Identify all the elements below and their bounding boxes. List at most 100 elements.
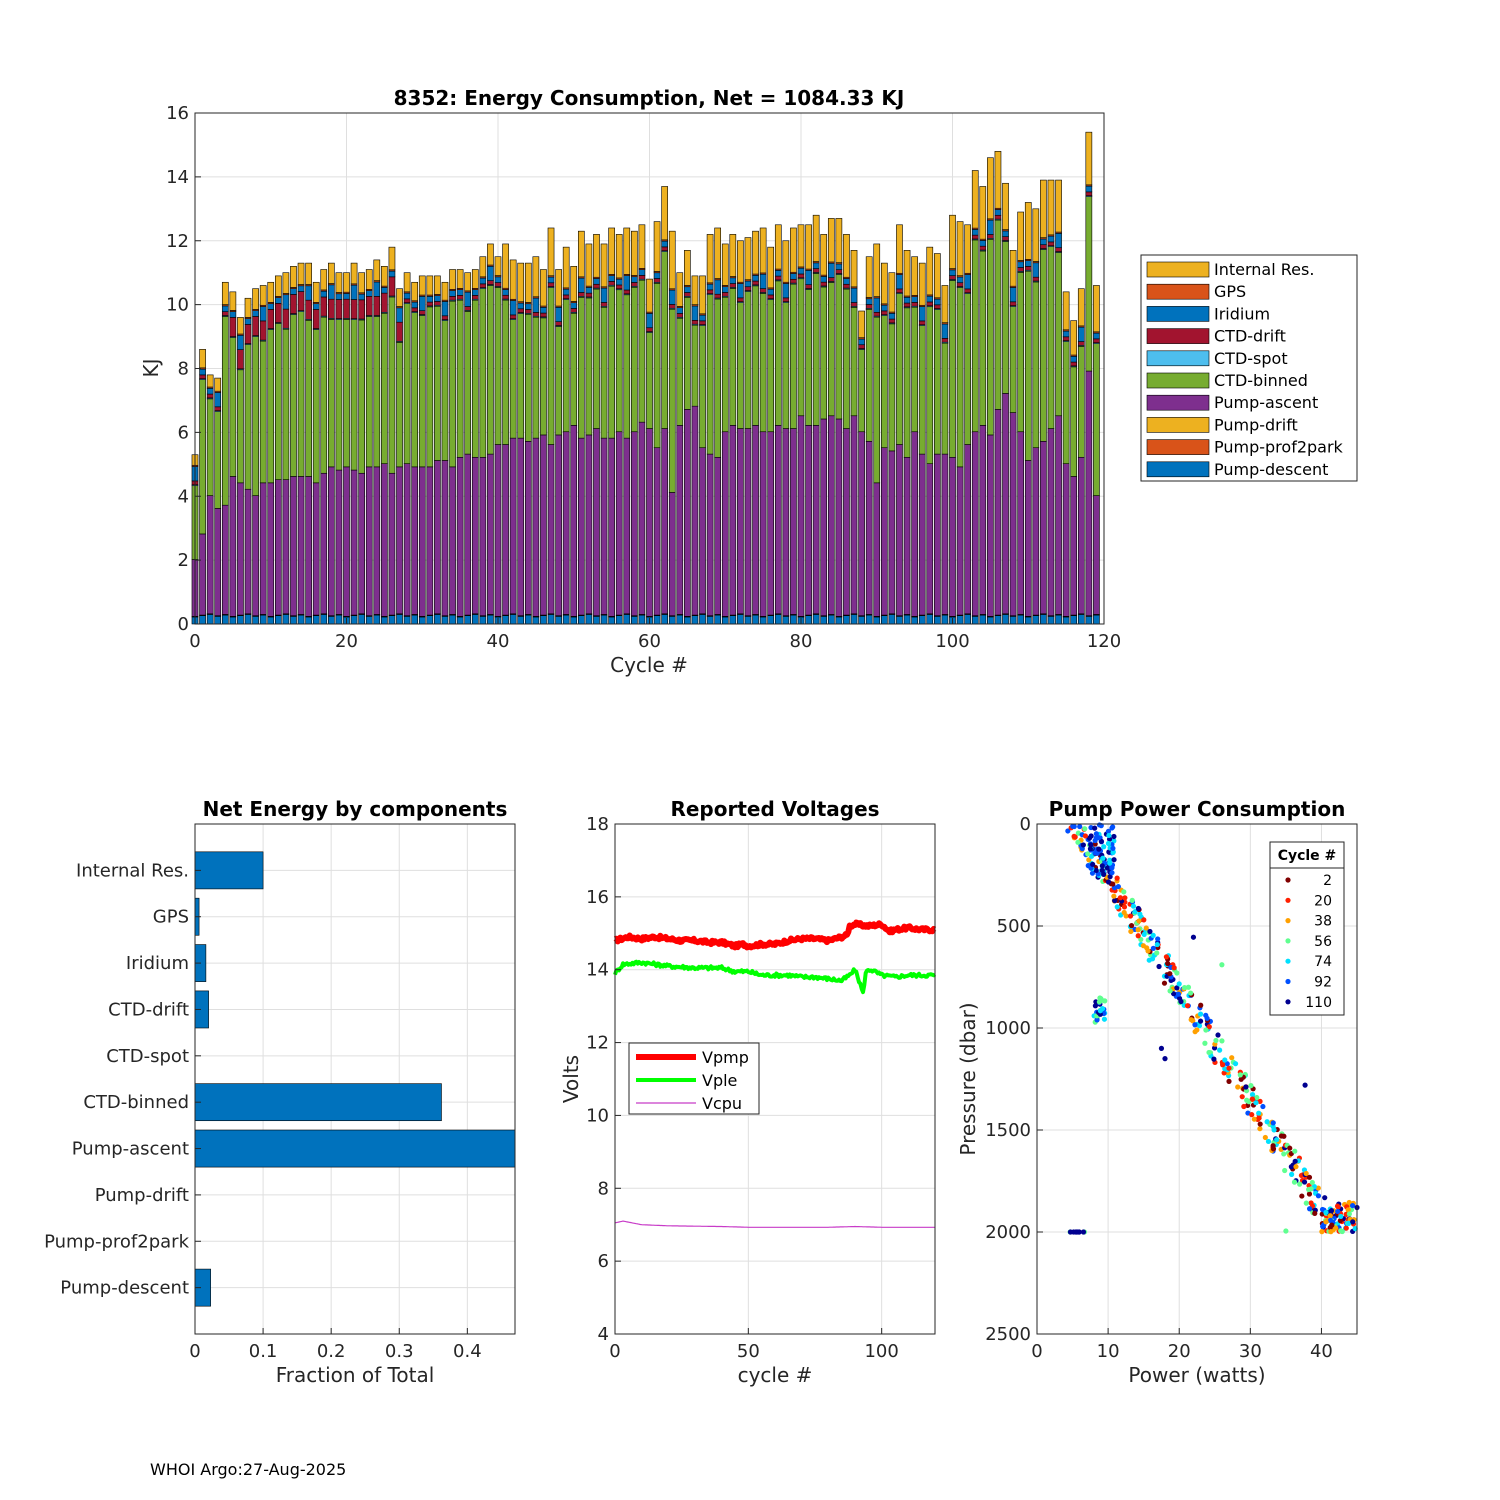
energy-bar-segment: [494, 256, 502, 276]
energy-bar-segment: [638, 269, 646, 276]
pump-point: [1299, 1193, 1305, 1199]
energy-bar-segment: [850, 614, 858, 625]
energy-bar-segment: [312, 309, 320, 329]
energy-bar-segment: [320, 290, 328, 298]
energy-legend-swatch: [1146, 261, 1210, 278]
energy-bar-segment: [774, 425, 782, 615]
energy-bar-segment: [896, 288, 903, 294]
energy-bar-segment: [721, 243, 729, 286]
energy-bar-segment: [282, 294, 290, 310]
energy-bar-segment: [1062, 291, 1070, 331]
pump-point: [1143, 925, 1149, 931]
components-category-label: GPS: [153, 907, 189, 928]
energy-bar-segment: [343, 466, 350, 617]
energy-bar-segment: [668, 492, 676, 616]
energy-bar-segment: [1085, 185, 1093, 193]
components-category-label: Pump-descent: [60, 1278, 189, 1299]
energy-bar-segment: [259, 614, 267, 625]
energy-bar-segment: [456, 289, 464, 296]
components-xlabel: Fraction of Total: [276, 1363, 435, 1387]
energy-bar-segment: [1009, 287, 1017, 303]
pump-point: [1147, 928, 1153, 935]
energy-bar-segment: [297, 262, 305, 285]
pump-point: [1178, 998, 1184, 1005]
energy-bar-segment: [1040, 441, 1047, 615]
pump-point: [1121, 904, 1128, 910]
pump-point: [1322, 1195, 1328, 1201]
energy-bar-segment: [1032, 262, 1040, 278]
energy-bar-segment: [471, 299, 479, 458]
pump-point: [1185, 984, 1192, 990]
energy-bar-segment: [479, 616, 487, 625]
energy-bar-segment: [903, 296, 911, 304]
energy-bar-segment: [714, 293, 722, 299]
energy-bar-segment: [1024, 202, 1032, 260]
energy-ytick-label: 8: [178, 359, 189, 380]
energy-bar-segment: [373, 466, 381, 615]
pump-point: [1174, 985, 1180, 991]
energy-bar-segment: [267, 281, 275, 303]
energy-bar-segment: [623, 227, 631, 275]
energy-bar-segment: [691, 275, 699, 305]
energy-xtick-label: 100: [935, 631, 969, 652]
energy-bar-segment: [1040, 249, 1047, 442]
energy-bar-segment: [1093, 338, 1100, 343]
energy-bar-segment: [638, 224, 646, 269]
energy-bar-segment: [653, 615, 661, 625]
components-xtick-label: 0: [189, 1341, 200, 1362]
energy-bar-segment: [797, 267, 805, 275]
energy-bar-segment: [903, 307, 911, 458]
energy-bar-segment: [971, 234, 979, 240]
energy-bar-segment: [971, 239, 979, 433]
energy-bar-segment: [706, 453, 714, 616]
energy-bar-segment: [1002, 182, 1009, 230]
pump-point: [1232, 1061, 1239, 1067]
pump-point: [1188, 990, 1194, 996]
pump-point: [1270, 1120, 1276, 1126]
pump-point: [1235, 1084, 1241, 1090]
energy-bar-segment: [1047, 235, 1055, 243]
energy-bar-segment: [1017, 261, 1025, 268]
energy-bar-segment: [555, 269, 562, 307]
pump-point: [1283, 1228, 1289, 1234]
energy-bar-segment: [221, 614, 229, 625]
energy-bar-segment: [721, 431, 729, 617]
energy-bar-segment: [911, 296, 918, 303]
energy-bar-segment: [403, 272, 411, 293]
energy-bar-segment: [441, 616, 449, 625]
energy-bar-segment: [956, 466, 964, 616]
energy-bar-segment: [305, 262, 312, 285]
pump-point: [1067, 1229, 1074, 1235]
components-bar: [194, 1083, 442, 1122]
energy-bar-segment: [494, 444, 502, 617]
energy-bar-segment: [820, 616, 828, 625]
pump-point: [1345, 1207, 1351, 1213]
energy-bar-segment: [221, 305, 229, 312]
energy-bar-segment: [1017, 267, 1025, 272]
energy-bar-segment: [1017, 614, 1025, 625]
voltages-lines: [613, 919, 937, 1228]
pump-point: [1090, 861, 1096, 867]
energy-bar-segment: [1024, 460, 1032, 617]
pump-point: [1109, 870, 1115, 876]
energy-bar-segment: [820, 234, 828, 276]
energy-bar-segment: [335, 299, 343, 319]
energy-bar-segment: [282, 272, 290, 294]
pump-point: [1150, 932, 1156, 938]
energy-bar-segment: [926, 246, 934, 296]
energy-bar-segment: [934, 616, 941, 625]
energy-bar-segment: [653, 272, 661, 279]
energy-bar-segment: [858, 338, 865, 346]
pump-point: [1077, 823, 1083, 830]
pump-point: [1308, 1186, 1314, 1192]
energy-bar-segment: [850, 287, 858, 303]
energy-bar-segment: [305, 476, 312, 617]
energy-bar-segment: [502, 444, 509, 616]
pump-legend-marker: [1285, 918, 1291, 924]
pump-point: [1303, 1200, 1309, 1206]
energy-bar-segment: [1024, 616, 1032, 625]
pump-point: [1343, 1225, 1349, 1231]
energy-bar-segment: [774, 614, 782, 625]
energy-bar-segment: [812, 268, 820, 273]
pump-point: [1327, 1213, 1333, 1219]
